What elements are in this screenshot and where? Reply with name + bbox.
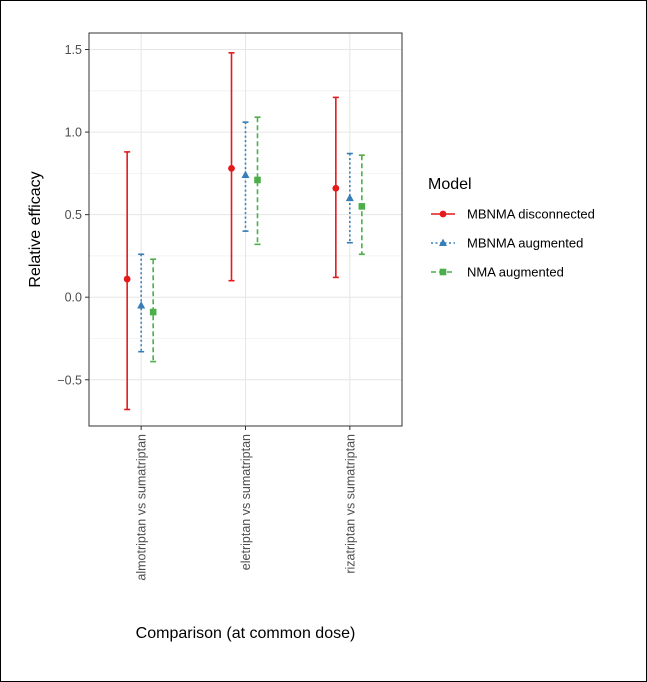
legend-key-marker: [439, 210, 447, 218]
axis-layer: −0.5 0.0 0.5 1.0 1.5 almotriptan vs sumatript…: [57, 43, 357, 581]
series-nma-augmented: [149, 116, 366, 363]
x-tick-label: eletriptan vs sumatriptan: [239, 434, 253, 570]
point-estimate-circle: [332, 184, 340, 192]
point-estimate-triangle: [241, 170, 250, 179]
y-tick-label: 1.5: [65, 43, 82, 57]
y-tick-label: 1.0: [65, 126, 82, 140]
y-tick-label: 0.5: [65, 208, 82, 222]
legend-key-marker: [439, 238, 447, 246]
point-estimate-circle: [228, 165, 235, 172]
legend-key-marker: [439, 268, 447, 276]
series-mbnma-disconnected: [123, 52, 340, 411]
grid-layer: [89, 33, 402, 426]
y-axis-title: Relative efficacy: [27, 171, 44, 287]
point-estimate-circle: [123, 275, 131, 283]
x-axis-title: Comparison (at common dose): [136, 625, 356, 642]
x-tick-label: almotriptan vs sumatriptan: [135, 434, 149, 581]
legend-item: MBNMA disconnected: [431, 207, 595, 222]
data-layer: [123, 52, 366, 411]
series-mbnma-augmented: [137, 121, 354, 353]
legend-label: MBNMA disconnected: [467, 207, 595, 222]
y-tick-label: −0.5: [57, 373, 82, 387]
y-tick-label: 0.0: [65, 291, 82, 305]
point-estimate-square: [358, 203, 366, 210]
point-estimate-square: [149, 308, 157, 316]
legend-item: MBNMA augmented: [431, 236, 583, 251]
legend-item: NMA augmented: [431, 265, 564, 280]
x-tick-label: rizatriptan vs sumatriptan: [343, 434, 357, 574]
legend: Model MBNMA disconnected MBNMA augmented N…: [428, 176, 595, 280]
point-estimate-triangle: [137, 301, 146, 309]
point-estimate-square: [254, 176, 261, 184]
legend-label: NMA augmented: [467, 265, 564, 280]
legend-title: Model: [428, 176, 472, 193]
point-estimate-triangle: [345, 193, 354, 202]
legend-label: MBNMA augmented: [467, 236, 583, 251]
